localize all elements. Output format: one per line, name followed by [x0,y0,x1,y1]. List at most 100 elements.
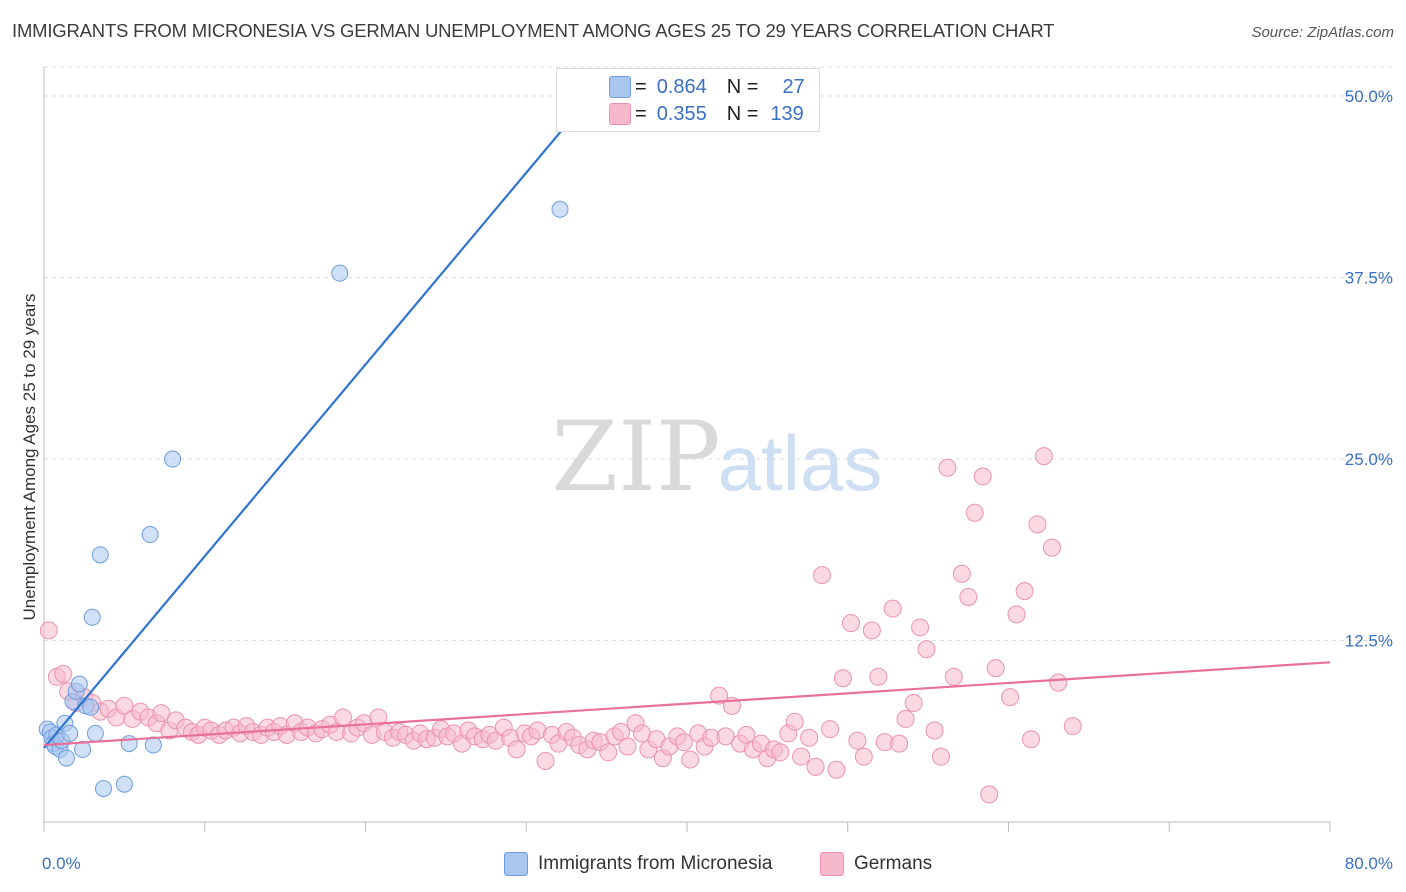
germans-point [771,743,790,762]
stats-legend: R = 0.864 N = 27 R = 0.355 N = 139 [556,68,820,132]
germans-point [333,708,352,727]
micronesia-point [141,526,159,544]
germans-point [973,467,992,486]
trend-lines [43,95,1331,749]
series-label-germans: Germans [854,853,933,874]
germans-point [848,731,867,750]
germans-point [944,667,963,686]
y-tick-label: 37.5% [1345,269,1393,288]
germans-point [841,614,860,633]
germans-point [536,752,555,771]
germans-point [965,503,984,522]
legend-n-label: N = [726,102,759,125]
series-legend-micronesia: Immigrants from Micronesia [504,852,772,876]
germans-point [806,757,825,776]
series-swatch-blue [504,852,528,876]
germans-point [813,566,832,585]
germans-point [785,712,804,731]
germans-point [833,669,852,688]
germans-point [938,458,957,477]
germans-point [1028,515,1047,534]
grid-layer [44,66,1395,642]
germans-point [896,709,915,728]
germans-point [862,621,881,640]
micronesia-point [331,264,349,282]
germans-point [710,686,729,705]
micronesia-point [91,546,109,564]
germans-point [599,743,618,762]
micronesia-points [38,200,569,798]
x-tick-label: 80.0% [1345,854,1393,873]
germans-point [1015,582,1034,601]
micronesia-point [551,200,569,218]
micronesia-point [70,675,88,693]
legend-swatch-blue [609,76,631,98]
series-swatch-pink [820,852,844,876]
germans-point [115,696,134,715]
y-tick-label: 12.5% [1345,632,1393,651]
germans-point [152,704,171,723]
axis-layer [43,67,1331,832]
chart-title: IMMIGRANTS FROM MICRONESIA VS GERMAN UNE… [12,20,1055,41]
micronesia-point [83,608,101,626]
germans-point [883,599,902,618]
germans-point [792,747,811,766]
germans-point [869,667,888,686]
series-label-micronesia: Immigrants from Micronesia [538,853,773,874]
germans-point [800,728,819,747]
micronesia-point [58,749,76,767]
micronesia-trend-line [43,95,592,749]
germans-point [931,747,950,766]
legend-n-value: 139 [770,102,804,125]
y-tick-label: 25.0% [1345,450,1393,469]
micronesia-point [120,735,138,753]
germans-point [1063,717,1082,736]
germans-point [674,733,693,752]
micronesia-point [82,698,100,716]
germans-point [821,720,840,739]
germans-point [917,640,936,659]
germans-point [904,693,923,712]
legend-n-label: N = [726,75,759,98]
source-credit: Source: ZipAtlas.com [1251,24,1394,41]
germans-point [39,621,58,640]
legend-swatch-pink [609,103,631,125]
germans-point [980,785,999,804]
germans-point [1049,673,1068,692]
watermark-atlas: atlas [718,419,883,507]
micronesia-point [61,724,79,742]
legend-r-value: 0.355 [656,102,707,125]
micronesia-point [74,740,92,758]
germans-trend-line [43,661,1331,747]
germans-point [54,664,73,683]
germans-point [959,587,978,606]
germans-point [1001,688,1020,707]
micronesia-point [86,724,104,742]
germans-point [911,618,930,637]
germans-point [716,727,735,746]
germans-point [1042,538,1061,557]
legend-r-value: 0.864 [656,75,707,98]
germans-point [1022,730,1041,749]
micronesia-point [164,450,182,468]
watermark-zip: ZIP [551,401,720,513]
germans-point [507,740,526,759]
x-tick-label: 0.0% [42,854,81,873]
germans-point [952,564,971,583]
germans-point [925,721,944,740]
germans-point [890,734,909,753]
legend-row-micronesia: R = 0.864 N = 27 [581,73,805,101]
tick-labels: 12.5% 25.0% 37.5% 50.0% 0.0% 80.0% [42,87,1393,873]
germans-point [681,750,700,769]
germans-point [1034,447,1053,466]
watermark: ZIP atlas [551,401,882,513]
germans-point [854,747,873,766]
germans-point [986,659,1005,678]
y-tick-label: 50.0% [1345,87,1393,106]
series-legend: Immigrants from Micronesia Germans [0,852,1406,878]
micronesia-point [94,780,112,798]
germans-point [827,760,846,779]
series-legend-germans: Germans [820,852,932,876]
legend-row-germans: R = 0.355 N = 139 [581,100,804,128]
